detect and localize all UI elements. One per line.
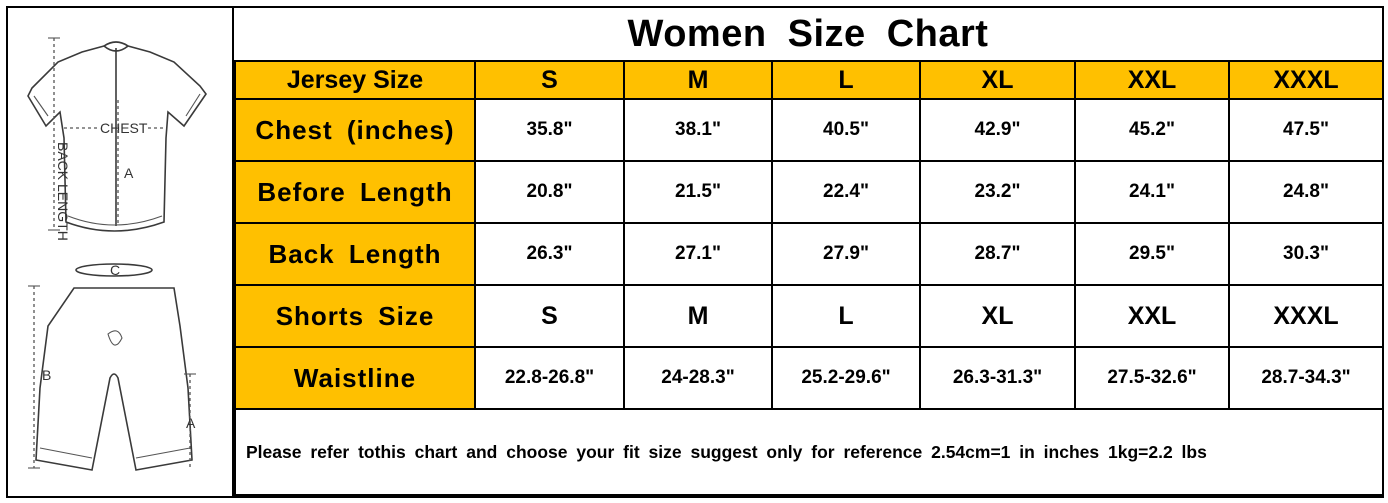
shorts-size-xxxl: XXXL [1228,284,1384,348]
shorts-size-s: S [474,284,625,348]
back-length-row: Back Length 26.3" 27.1" 27.9" 28.7" 29.5… [234,222,1384,286]
back-length-s: 26.3" [474,222,625,286]
row-label-shorts-size: Shorts Size [234,284,476,348]
shorts-icon [35,287,193,471]
jersey-size-m: M [623,60,773,100]
garment-illustration: CHEST BACK LENGTH A C B [8,8,234,496]
waistline-xxl: 27.5-32.6" [1074,346,1230,410]
chest-label: CHEST [100,120,148,136]
before-length-xl: 23.2" [919,160,1076,224]
back-length-m: 27.1" [623,222,773,286]
row-label-jersey-size: Jersey Size [234,60,476,100]
note-row: Please refer tothis chart and choose you… [234,408,1384,496]
row-label-chest: Chest (inches) [234,98,476,162]
jersey-size-xxl: XXL [1074,60,1230,100]
before-length-row: Before Length 20.8" 21.5" 22.4" 23.2" 24… [234,160,1384,224]
jersey-size-xxxl: XXXL [1228,60,1384,100]
row-label-waistline: Waistline [234,346,476,410]
back-length-xxxl: 30.3" [1228,222,1384,286]
jersey-icon [27,41,207,232]
jersey-a-label: A [124,165,134,181]
waistline-s: 22.8-26.8" [474,346,625,410]
row-label-before-length: Before Length [234,160,476,224]
before-length-m: 21.5" [623,160,773,224]
chest-m: 38.1" [623,98,773,162]
back-length-xl: 28.7" [919,222,1076,286]
jersey-size-xl: XL [919,60,1076,100]
shorts-b-label: B [42,367,51,383]
back-length-label: BACK LENGTH [55,142,71,241]
jersey-size-s: S [474,60,625,100]
jersey-size-row: Jersey Size S M L XL XXL XXXL [234,60,1384,100]
before-length-s: 20.8" [474,160,625,224]
chest-l: 40.5" [771,98,921,162]
waistline-l: 25.2-29.6" [771,346,921,410]
size-chart: Women Size Chart Jersey Size S M L XL XX… [234,8,1384,496]
shorts-size-row: Shorts Size S M L XL XXL XXXL [234,284,1384,348]
chest-s: 35.8" [474,98,625,162]
size-chart-frame: CHEST BACK LENGTH A C B [6,6,1384,498]
shorts-size-xxl: XXL [1074,284,1230,348]
chest-row: Chest (inches) 35.8" 38.1" 40.5" 42.9" 4… [234,98,1384,162]
waistline-row: Waistline 22.8-26.8" 24-28.3" 25.2-29.6"… [234,346,1384,410]
jersey-shorts-sketch: CHEST BACK LENGTH A C B [27,37,207,471]
before-length-xxl: 24.1" [1074,160,1230,224]
shorts-size-xl: XL [919,284,1076,348]
waist-c-label: C [110,262,120,278]
chest-xl: 42.9" [919,98,1076,162]
chest-xxl: 45.2" [1074,98,1230,162]
row-label-back-length: Back Length [234,222,476,286]
waistline-xxxl: 28.7-34.3" [1228,346,1384,410]
back-length-xxl: 29.5" [1074,222,1230,286]
jersey-size-l: L [771,60,921,100]
chart-title: Women Size Chart [627,13,989,55]
size-table: Jersey Size S M L XL XXL XXXL Chest (inc… [234,60,1384,496]
before-length-xxxl: 24.8" [1228,160,1384,224]
reference-note: Please refer tothis chart and choose you… [234,408,1384,496]
shorts-size-l: L [771,284,921,348]
waistline-m: 24-28.3" [623,346,773,410]
shorts-a-label: A [186,415,196,431]
back-length-l: 27.9" [771,222,921,286]
waistline-xl: 26.3-31.3" [919,346,1076,410]
shorts-size-m: M [623,284,773,348]
chest-xxxl: 47.5" [1228,98,1384,162]
before-length-l: 22.4" [771,160,921,224]
